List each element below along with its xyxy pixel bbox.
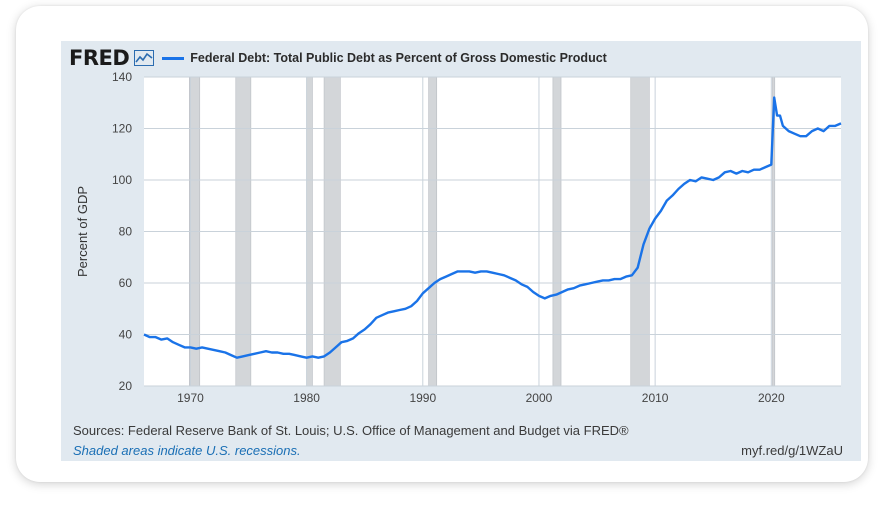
chart-area[interactable]: 20 40 60 80 100 120 140 1970 1980 1990 2000 2010 20… [61,41,861,421]
y-tick-label: 20 [119,379,133,393]
line-chart-icon[interactable] [134,50,155,66]
series-title: Federal Debt: Total Public Debt as Perce… [190,51,607,65]
y-tick-label: 100 [112,173,132,187]
y-axis-label: Percent of GDP [75,186,90,277]
x-tick-label: 1990 [409,391,436,405]
chart-header: FRED Federal Debt: Total Public Debt as … [69,45,607,71]
fred-logo[interactable]: FRED [69,46,130,70]
y-axis-ticks: 20 40 60 80 100 120 140 [112,70,132,393]
y-tick-label: 140 [112,70,132,84]
legend-line-swatch [162,56,185,60]
x-tick-label: 2020 [758,391,785,405]
x-axis-ticks: 1970 1980 1990 2000 2010 2020 [177,391,785,405]
x-tick-label: 2000 [526,391,553,405]
recession-note: Shaded areas indicate U.S. recessions. [73,443,301,458]
x-tick-label: 1970 [177,391,204,405]
short-link[interactable]: myf.red/g/1WZaU [741,443,843,458]
y-tick-label: 80 [119,225,133,239]
chart-card: FRED Federal Debt: Total Public Debt as … [16,6,868,482]
y-tick-label: 40 [119,328,133,342]
y-tick-label: 60 [119,276,133,290]
gridlines [144,76,841,387]
y-tick-label: 120 [112,122,132,136]
x-tick-label: 1980 [293,391,320,405]
x-tick-label: 2010 [642,391,669,405]
chart-panel: FRED Federal Debt: Total Public Debt as … [61,41,861,461]
series-line[interactable] [143,96,842,359]
sources-text: Sources: Federal Reserve Bank of St. Lou… [73,423,629,438]
